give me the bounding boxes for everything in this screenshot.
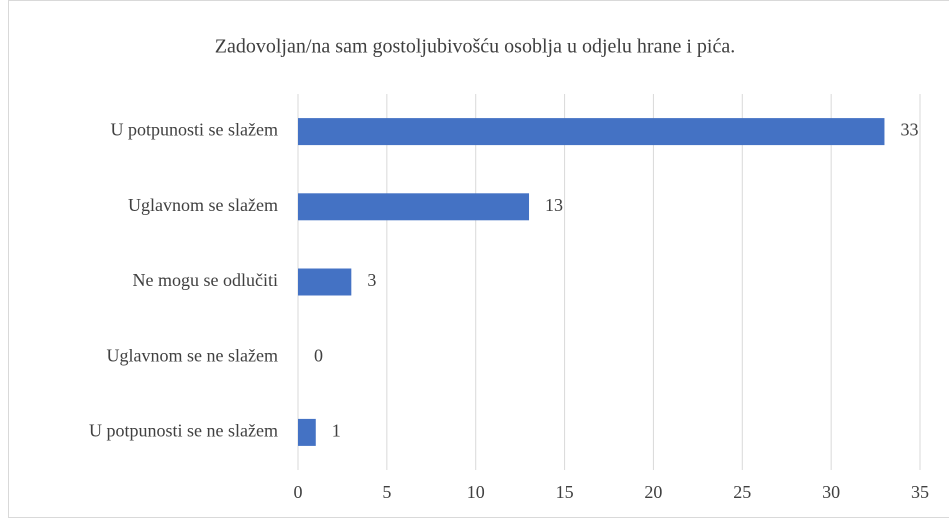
x-tick-label: 0	[294, 482, 303, 502]
x-tick-label: 10	[467, 482, 485, 502]
y-tick-label: Uglavnom se ne slažem	[107, 345, 278, 365]
data-label: 33	[900, 120, 918, 140]
x-tick-label: 30	[822, 482, 840, 502]
bar	[298, 268, 352, 296]
bar	[298, 193, 530, 221]
x-tick-label: 15	[556, 482, 574, 502]
data-label: 0	[314, 345, 323, 365]
bar	[298, 418, 316, 446]
chart-title: Zadovoljan/na sam gostoljubivošću osoblj…	[215, 36, 735, 58]
y-tick-label: Uglavnom se slažem	[128, 195, 278, 215]
x-tick-label: 25	[733, 482, 751, 502]
y-tick-label: Ne mogu se odlučiti	[133, 270, 278, 290]
y-tick-label: U potpunosti se slažem	[111, 120, 278, 140]
x-tick-label: 5	[382, 482, 391, 502]
data-label: 13	[545, 195, 563, 215]
x-tick-label: 35	[911, 482, 929, 502]
data-label: 1	[332, 421, 341, 441]
x-tick-label: 20	[644, 482, 662, 502]
chart-border	[8, 0, 949, 518]
bar	[298, 118, 885, 146]
y-tick-label: U potpunosti se ne slažem	[89, 421, 278, 441]
data-label: 3	[367, 270, 376, 290]
